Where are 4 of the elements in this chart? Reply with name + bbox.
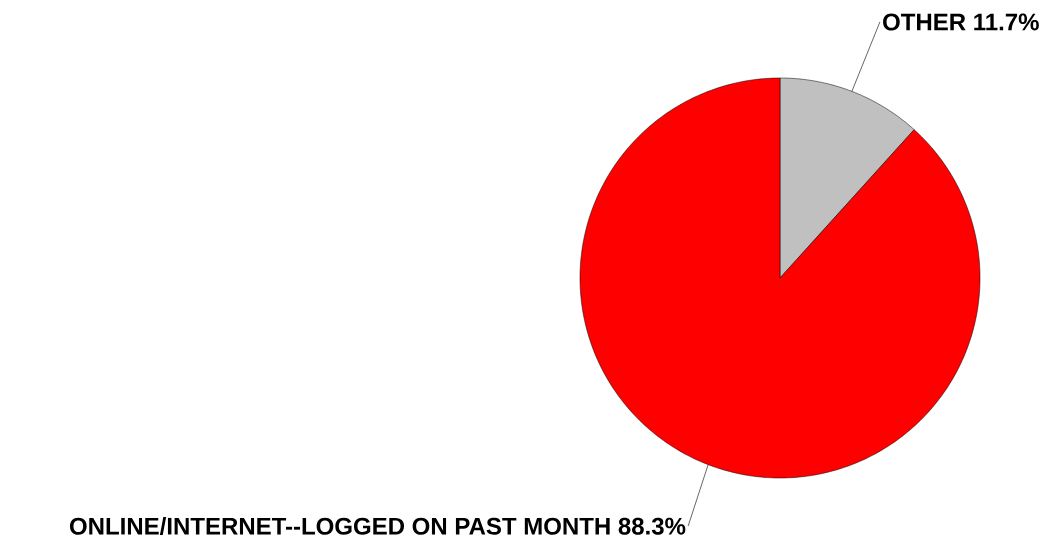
slice-label: ONLINE/INTERNET--LOGGED ON PAST MONTH — [69, 517, 610, 535]
data-label: 11.7% — [974, 13, 1039, 31]
data-label: 88.3% — [618, 517, 686, 535]
slice-label: OTHER — [883, 13, 966, 31]
